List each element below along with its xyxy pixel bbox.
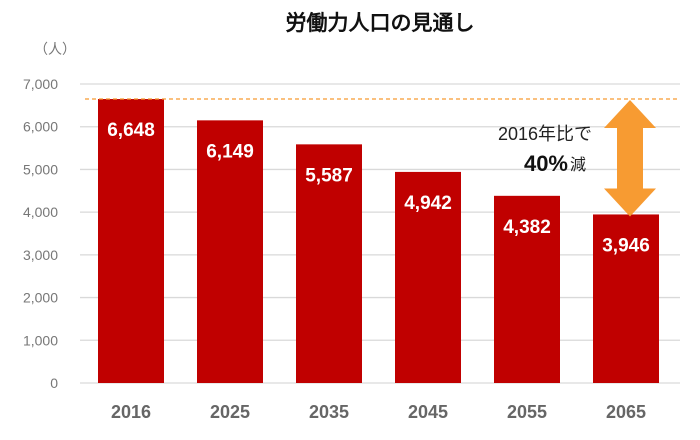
y-tick-label: 1,000 bbox=[23, 332, 58, 348]
chart-title: 労働力人口の見通し bbox=[286, 11, 475, 35]
annotation-percent: 40% bbox=[524, 151, 568, 176]
double-arrow-icon bbox=[604, 100, 656, 217]
x-tick-label: 2016 bbox=[111, 402, 151, 422]
y-axis-label: （人） bbox=[34, 41, 76, 57]
data-label: 5,587 bbox=[305, 165, 353, 186]
y-tick-label: 0 bbox=[50, 375, 58, 391]
data-label: 4,382 bbox=[503, 217, 551, 238]
data-label: 3,946 bbox=[602, 235, 650, 256]
bar-2035 bbox=[296, 144, 362, 383]
bar-2045 bbox=[395, 171, 461, 383]
y-tick-label: 2,000 bbox=[23, 290, 58, 306]
y-tick-label: 5,000 bbox=[23, 161, 58, 177]
bar-2065 bbox=[593, 214, 659, 383]
y-tick-label: 4,000 bbox=[23, 204, 58, 220]
bar-2025 bbox=[197, 120, 263, 383]
bar-2055 bbox=[494, 195, 560, 383]
x-tick-label: 2025 bbox=[210, 402, 250, 422]
y-tick-label: 3,000 bbox=[23, 247, 58, 263]
y-tick-label: 6,000 bbox=[23, 119, 58, 135]
x-tick-label: 2055 bbox=[507, 402, 547, 422]
bar-2016 bbox=[98, 99, 164, 383]
annotation-line1: 2016年比で bbox=[498, 124, 592, 144]
x-tick-label: 2035 bbox=[309, 402, 349, 422]
x-tick-label: 2065 bbox=[606, 402, 646, 422]
x-tick-label: 2045 bbox=[408, 402, 448, 422]
data-label: 6,648 bbox=[107, 120, 155, 141]
annotation-suffix: 減 bbox=[570, 155, 586, 174]
data-label: 6,149 bbox=[206, 141, 254, 162]
y-tick-label: 7,000 bbox=[23, 76, 58, 92]
data-label: 4,942 bbox=[404, 193, 452, 214]
